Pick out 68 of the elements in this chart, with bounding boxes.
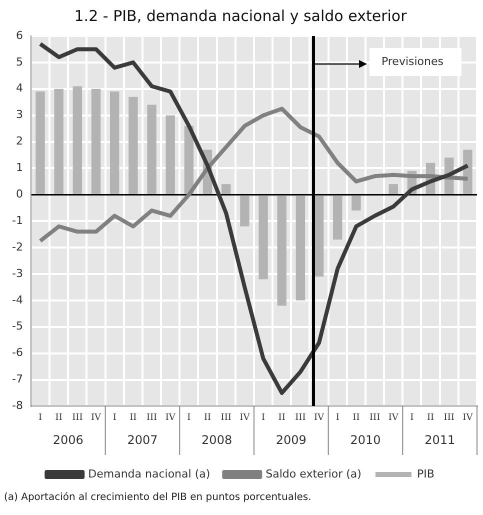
y-tick-label: -6 <box>12 346 23 360</box>
text: 2011 <box>424 433 456 448</box>
x-tick-label: I <box>112 412 117 423</box>
bar <box>54 88 64 194</box>
bar <box>36 92 45 194</box>
bar <box>128 96 138 194</box>
x-tick-label: III <box>220 412 232 423</box>
y-tick-label: 6 <box>16 28 23 42</box>
legend-label: Saldo exterior (a) <box>266 467 362 480</box>
y-tick-label: -1 <box>12 214 23 227</box>
bar <box>222 184 231 194</box>
y-tick-label: 3 <box>16 108 23 122</box>
x-tick-label: III <box>146 412 158 423</box>
y-tick-label: -2 <box>12 240 23 254</box>
y-tick-label: -4 <box>12 293 23 306</box>
x-tick-label: II <box>278 412 286 423</box>
bar <box>277 195 286 306</box>
x-tick-label: II <box>130 412 138 423</box>
x-tick-label: III <box>444 412 455 423</box>
x-tick-label: IV <box>240 412 250 423</box>
bar <box>314 195 324 277</box>
y-tick-label: -7 <box>12 372 23 386</box>
bar <box>166 115 175 194</box>
x-tick-label: IV <box>314 412 325 423</box>
text: 2010 <box>350 433 381 448</box>
bar <box>110 92 120 194</box>
x-tick-label: I <box>38 412 42 423</box>
x-tick-label: II <box>352 412 360 423</box>
x-tick-label: II <box>426 412 435 423</box>
chart-title: 1.2 - PIB, demanda nacional y saldo exterior <box>74 6 408 25</box>
x-tick-label: I <box>410 412 414 423</box>
legend-label: PIB <box>416 467 434 480</box>
x-tick-label: II <box>204 412 212 423</box>
y-tick-label: -3 <box>12 266 23 280</box>
text: (a) Aportación al crecimiento del PIB en puntos porcentuales. <box>3 491 312 503</box>
bar <box>258 195 268 280</box>
x-tick-label: IV <box>165 412 176 423</box>
x-tick-label: III <box>72 412 84 423</box>
x-tick-label: III <box>295 412 306 423</box>
x-tick-label: I <box>261 412 266 423</box>
text: 2008 <box>202 433 232 448</box>
y-tick-label: 1 <box>16 161 23 174</box>
bar <box>91 88 101 194</box>
x-tick-label: IV <box>388 412 399 423</box>
bar <box>147 104 156 194</box>
y-tick-label: -8 <box>12 399 23 412</box>
bar <box>296 195 306 300</box>
y-tick-label: 4 <box>16 82 23 95</box>
x-tick-label: IV <box>462 412 474 423</box>
bar <box>333 195 342 240</box>
y-tick-label: 0 <box>16 188 23 201</box>
bar <box>352 195 361 211</box>
annotation: Previsiones <box>381 54 444 68</box>
text: 2006 <box>52 433 84 448</box>
bar <box>388 184 398 194</box>
bar <box>240 195 250 226</box>
y-tick-label: -5 <box>12 320 23 333</box>
text: 2007 <box>127 433 158 448</box>
x-tick-label: III <box>369 412 381 423</box>
x-tick-label: IV <box>90 412 102 423</box>
y-tick-label: 2 <box>16 134 23 148</box>
x-tick-label: I <box>336 412 340 423</box>
text: 2009 <box>276 433 306 448</box>
x-tick-label: I <box>187 412 192 423</box>
bar <box>72 86 82 194</box>
y-tick-label: 5 <box>16 55 23 68</box>
legend-label: Demanda nacional (a) <box>88 467 210 480</box>
x-tick-label: II <box>55 412 63 423</box>
